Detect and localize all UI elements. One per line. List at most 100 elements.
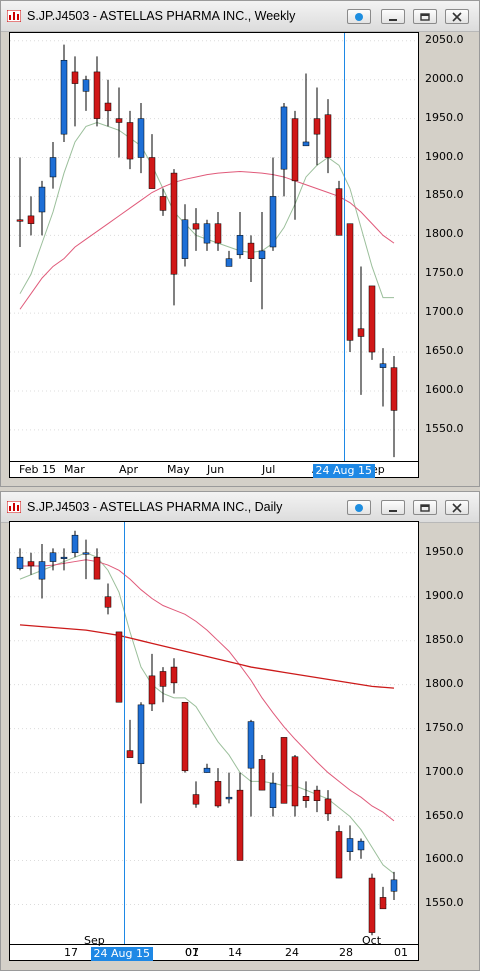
candle [368,873,376,936]
candle-body [390,367,398,411]
candle-body [38,561,46,580]
y-axis-tick-label: 1950.0 [425,544,464,558]
y-axis-tick-label: 1650.0 [425,344,464,358]
candle [115,631,123,703]
daily-plot-area[interactable] [9,521,419,945]
grid-lines [10,40,418,431]
candle-body [16,556,24,569]
candle-body [60,556,68,559]
candle [324,790,332,821]
restore-button[interactable] [413,500,437,515]
candle-body [269,196,277,248]
candle-body [71,534,79,554]
candle-body [291,756,299,807]
candle-body [27,561,35,567]
candle-body [181,701,189,772]
candle-body [60,59,68,135]
title-bar[interactable]: S.JP.J4503 - ASTELLAS PHARMA INC., Weekl… [1,1,479,32]
candle-body [214,223,222,244]
candle-body [203,767,211,773]
window-title: S.JP.J4503 - ASTELLAS PHARMA INC., Weekl… [27,9,296,23]
candle [71,56,79,127]
daily-candlestick-chart [10,522,418,944]
moving-average-ma-slow [19,624,395,689]
title-bar[interactable]: S.JP.J4503 - ASTELLAS PHARMA INC., Daily [1,492,479,523]
link-button[interactable] [347,9,371,24]
y-axis-tick-label: 1850.0 [425,188,464,202]
candle-body [170,172,178,275]
y-axis-tick-label: 1750.0 [425,720,464,734]
x-axis-tick-label: 01 [394,946,408,959]
candle [60,44,68,142]
candle [203,219,211,251]
restore-icon [420,503,430,512]
candle-body [49,552,57,562]
chart-app-icon [7,501,21,513]
candle [346,223,354,353]
weekly-chart-window: S.JP.J4503 - ASTELLAS PHARMA INC., Weekl… [0,0,480,487]
y-axis-tick-label: 1600.0 [425,382,464,396]
candle-body [357,328,365,337]
x-axis-tick-label: 24 [285,946,299,959]
candle-body [379,897,387,910]
candle [269,157,277,251]
candle [236,211,244,259]
candle [126,719,134,758]
candle [49,141,57,189]
candle [16,548,24,571]
candle-body [104,596,112,608]
candle [357,266,365,395]
candle-body [104,102,112,112]
x-axis-tick-label: Mar [64,463,85,476]
candle [181,204,189,267]
candle-body [313,118,321,135]
candle-body [137,704,145,765]
link-button[interactable] [347,500,371,515]
minimize-icon [389,18,397,21]
restore-icon [420,12,430,21]
candle [93,56,101,127]
candle [104,79,112,127]
y-axis-tick-label: 1700.0 [425,764,464,778]
candle [346,825,354,861]
candle [390,871,398,901]
candle-body [82,79,90,92]
candle [192,208,200,251]
y-axis-tick-label: 1950.0 [425,110,464,124]
y-axis-tick-label: 1550.0 [425,421,464,435]
candle [27,196,35,236]
weekly-plot-area[interactable] [9,32,419,462]
daily-chart-window: S.JP.J4503 - ASTELLAS PHARMA INC., Daily… [0,491,480,971]
candle-body [38,186,46,213]
candle-body [93,556,101,580]
candle [280,737,288,804]
x-axis-tick-label: Sep [84,934,105,947]
dot-icon [355,503,363,512]
candle [269,772,277,817]
candle-body [148,157,156,189]
candle-body [258,759,266,791]
candle [126,110,134,170]
close-button[interactable] [445,9,469,24]
candle [27,552,35,575]
grid-lines [10,552,418,905]
y-axis-tick-label: 1800.0 [425,676,464,690]
candle [379,348,387,407]
x-axis-tick-label: Feb 15 [19,463,56,476]
restore-button[interactable] [413,9,437,24]
candle-body [159,196,167,211]
x-axis-tick-label: Apr [119,463,139,476]
y-axis-tick-label: 2050.0 [425,32,464,46]
y-axis-tick-label: 1550.0 [425,896,464,910]
weekly-candlestick-chart [10,33,418,461]
minimize-button[interactable] [381,9,405,24]
x-axis-tick-label: Jul [262,463,276,476]
window-title: S.JP.J4503 - ASTELLAS PHARMA INC., Daily [27,500,283,514]
x-axis-tick-label: Jun [207,463,225,476]
candle-body [390,879,398,892]
candle [170,658,178,694]
y-axis-tick-label: 2000.0 [425,71,464,85]
minimize-button[interactable] [381,500,405,515]
candle [93,548,101,580]
close-button[interactable] [445,500,469,515]
